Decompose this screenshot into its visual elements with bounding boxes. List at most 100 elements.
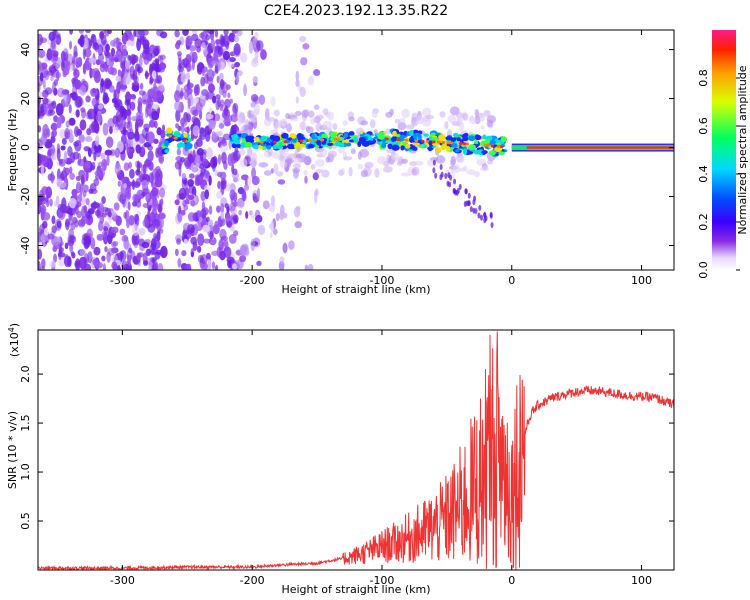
spectrogram-signal-mark — [412, 133, 419, 137]
spectrogram-signal-mark — [387, 143, 393, 150]
spectrogram-noise-mark — [246, 176, 252, 187]
spectrogram-noise-mark — [41, 258, 46, 269]
spectrogram-noise-mark — [142, 163, 147, 175]
spectrogram-noise-mark — [157, 83, 164, 92]
spectrogram-noise-mark — [295, 79, 300, 87]
spectrogram-haze-mark — [435, 155, 446, 164]
spectrogram-signal-mark — [316, 139, 322, 146]
spectrogram-noise-mark — [115, 110, 122, 123]
spectrogram-noise-mark — [128, 214, 135, 226]
spectrogram-haze-mark — [327, 150, 337, 158]
spectrogram-noise-mark — [42, 97, 49, 105]
spectrogram-haze-mark — [332, 123, 338, 131]
spectrogram-noise-mark — [151, 70, 157, 80]
spectrogram-noise-mark — [113, 202, 120, 211]
spectrogram-signal-mark — [468, 144, 477, 151]
spectrogram-noise-mark — [100, 152, 106, 160]
spectrogram-noise-mark — [313, 190, 318, 204]
spectrogram-noise-mark — [221, 180, 227, 190]
spectrogram-noise-mark — [295, 70, 299, 82]
spectrogram-peak-mark — [420, 139, 425, 143]
spectrogram-noise-mark — [153, 262, 158, 270]
spectrogram-peak-mark — [404, 138, 409, 142]
spectrogram-noise-mark — [180, 122, 185, 134]
spectrogram-signal-mark — [392, 144, 397, 150]
spectrogram-noise-mark — [279, 256, 285, 264]
spectrogram-noise-mark — [69, 40, 73, 50]
spectrogram-noise-mark — [249, 210, 253, 216]
spectrogram-signal-mark — [244, 141, 253, 148]
spectrogram-noise-mark — [234, 61, 241, 68]
spectrogram-noise-mark — [307, 75, 315, 86]
spectrogram-noise-mark — [123, 263, 130, 270]
spectrogram-noise-mark — [124, 59, 131, 70]
spectrogram-haze-mark — [360, 169, 369, 178]
spectrogram-noise-mark — [215, 130, 223, 137]
spectrogram-noise-mark — [250, 213, 256, 221]
spectrogram-noise-mark — [112, 41, 119, 48]
spectrogram-noise-mark — [42, 211, 51, 221]
spectrogram-haze-mark — [240, 148, 245, 156]
spectrogram-noise-mark — [116, 81, 121, 95]
colorbar-tick-label: 0.6 — [697, 117, 710, 135]
spectrogram-noise-mark — [105, 43, 110, 53]
spectrogram-noise-mark — [79, 34, 85, 48]
spectrogram-noise-mark — [64, 167, 70, 176]
spectrogram-signal-mark — [498, 151, 505, 156]
spectrogram-noise-mark — [220, 35, 226, 48]
spectrogram-noise-mark — [68, 236, 77, 244]
spectrogram-noise-mark — [153, 120, 158, 129]
spectrogram-signal-mark — [298, 143, 306, 148]
spectrogram-peak-mark — [320, 138, 325, 142]
spectrogram-signal-mark — [270, 135, 277, 140]
spectrogram-noise-mark — [177, 258, 182, 268]
spectrogram-noise-mark — [233, 43, 241, 56]
spectrogram-noise-mark — [153, 138, 159, 144]
spectrogram-signal-mark — [255, 136, 260, 143]
spectrogram-noise-mark — [79, 183, 84, 196]
spectrogram-signal-mark — [294, 143, 299, 150]
spectrogram-haze-mark — [321, 169, 330, 178]
spectrogram-signal-mark — [233, 139, 238, 145]
spectrogram-haze-mark — [248, 118, 257, 123]
spectrogram-signal-mark — [451, 143, 458, 148]
spectrogram-noise-mark — [60, 58, 65, 72]
spectrogram-haze-mark — [315, 114, 324, 120]
spectrogram-noise-mark — [219, 72, 224, 81]
spectrogram-noise-mark — [187, 153, 193, 161]
spectrogram-noise-mark — [124, 99, 131, 106]
spectrogram-noise-mark — [62, 69, 68, 78]
spectrogram-noise-mark — [139, 30, 146, 38]
spectrogram-signal-mark — [236, 143, 241, 149]
spectrogram-y-ticks: -40 -20 0 20 40 — [19, 43, 674, 255]
spectrogram-noise-mark — [87, 251, 93, 264]
spectrogram-y-tick-label: -40 — [19, 237, 32, 255]
spectrogram-noise-mark — [123, 183, 127, 189]
spectrogram-noise-mark — [102, 92, 109, 105]
spectrogram-noise-mark — [196, 64, 203, 75]
spectrogram-noise-mark — [102, 30, 107, 34]
spectrogram-noise-mark — [119, 228, 126, 236]
spectrogram-noise-mark — [154, 58, 160, 64]
spectrogram-noise-mark — [151, 63, 160, 73]
spectrogram-noise-mark — [65, 120, 70, 128]
spectrogram-noise-mark — [245, 211, 249, 219]
spectrogram-noise-mark — [113, 54, 121, 60]
spectrogram-noise-mark — [207, 30, 215, 35]
spectrogram-signal-mark — [231, 143, 238, 149]
spectrogram-noise-mark — [157, 147, 165, 156]
spectrogram-noise-mark — [131, 84, 139, 92]
spectrogram-haze-mark — [474, 108, 480, 118]
spectrogram-streak-mark — [483, 212, 487, 219]
spectrogram-noise-mark — [58, 249, 62, 261]
spectrogram-noise-mark — [65, 60, 71, 72]
spectrogram-y-tick-label: 20 — [19, 92, 32, 106]
spectrogram-signal-mark — [411, 146, 418, 151]
spectrogram-noise-mark — [137, 105, 141, 113]
colorbar-gradient — [712, 30, 736, 270]
spectrogram-noise-mark — [224, 203, 229, 209]
spectrogram-noise-mark — [262, 200, 270, 210]
spectrogram-signal-mark — [366, 140, 374, 145]
spectrogram-noise-mark — [125, 109, 132, 116]
spectrogram-y-tick-label: -20 — [19, 188, 32, 206]
